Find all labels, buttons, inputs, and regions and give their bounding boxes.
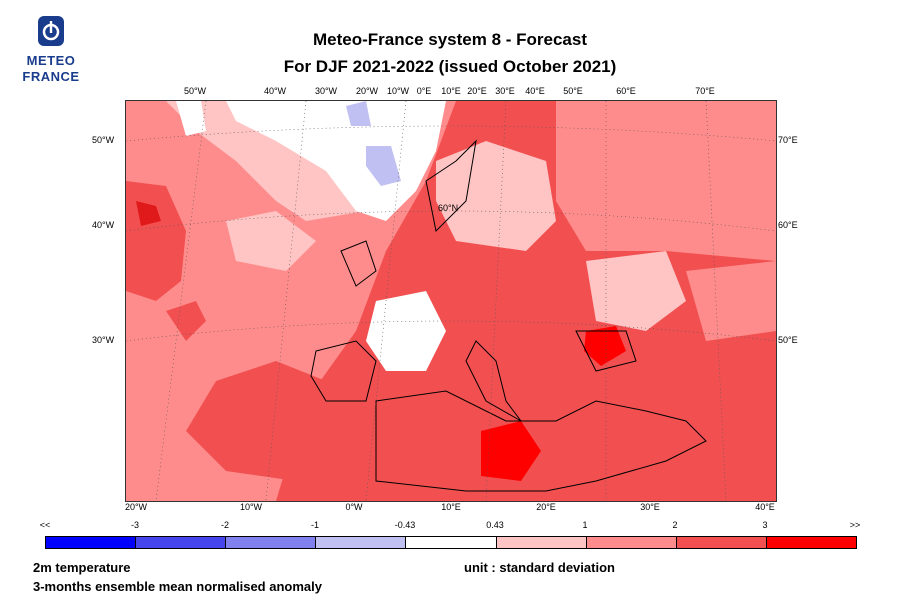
legend-tick: -1 [310, 520, 320, 530]
logo-text-line1: METEO [26, 53, 76, 68]
legend-color-segment [676, 537, 767, 548]
bottom-label: 40°E [755, 502, 775, 512]
unit-label: unit : standard deviation [464, 560, 615, 575]
chart-title: Meteo-France system 8 - Forecast [313, 30, 587, 49]
map-canvas [126, 101, 776, 501]
legend-tick: 0.43 [486, 520, 504, 530]
legend-color-segment [586, 537, 677, 548]
top-label: 30°E [495, 86, 515, 96]
legend-color-segment [316, 537, 407, 548]
top-label: 60°E [616, 86, 636, 96]
legend-tick: -2 [220, 520, 230, 530]
legend-tick: << [39, 520, 51, 530]
legend-tick: 3 [762, 520, 768, 530]
parallel-label-60n: 60°N [438, 203, 459, 213]
legend-tick: 2 [672, 520, 678, 530]
chart-subtitle: For DJF 2021-2022 (issued October 2021) [283, 57, 617, 76]
legend-tick: >> [849, 520, 861, 530]
left-label: 30°W [92, 335, 115, 345]
bottom-label: 10°E [441, 502, 461, 512]
top-label: 20°E [467, 86, 487, 96]
bottom-label: 0°W [345, 502, 363, 512]
variable-label: 2m temperature [33, 560, 131, 575]
legend-tick: -0.43 [394, 520, 416, 530]
right-label: 70°E [778, 135, 798, 145]
legend-color-segment [136, 537, 227, 548]
left-label: 50°W [92, 135, 115, 145]
right-label: 60°E [778, 220, 798, 230]
logo-icon [38, 16, 64, 46]
legend-color-segment [226, 537, 317, 548]
bottom-label: 10°W [239, 502, 263, 512]
description-label: 3-months ensemble mean normalised anomal… [33, 579, 322, 594]
top-label: 40°W [263, 86, 287, 96]
legend-color-segment [496, 537, 587, 548]
bottom-label: 30°E [640, 502, 660, 512]
legend-tick: -3 [130, 520, 140, 530]
bottom-label: 20°E [536, 502, 556, 512]
right-label: 50°E [778, 335, 798, 345]
top-label: 0°E [416, 86, 432, 96]
legend-color-segment [406, 537, 497, 548]
anomaly-map: 60°N [125, 100, 777, 502]
logo-text-line2: FRANCE [22, 69, 80, 84]
top-label: 50°E [563, 86, 583, 96]
top-label: 70°E [695, 86, 715, 96]
top-label: 10°E [441, 86, 461, 96]
legend-colorbar [45, 536, 857, 549]
top-label: 30°W [314, 86, 338, 96]
top-label: 20°W [355, 86, 379, 96]
meteo-france-logo: METEO FRANCE [18, 16, 84, 85]
legend-color-segment [766, 537, 856, 548]
top-label: 10°W [386, 86, 410, 96]
left-label: 40°W [92, 220, 115, 230]
bottom-label: 20°W [124, 502, 148, 512]
legend-tick: 1 [582, 520, 588, 530]
top-label: 40°E [525, 86, 545, 96]
top-label: 50°W [183, 86, 207, 96]
legend-color-segment [46, 537, 137, 548]
